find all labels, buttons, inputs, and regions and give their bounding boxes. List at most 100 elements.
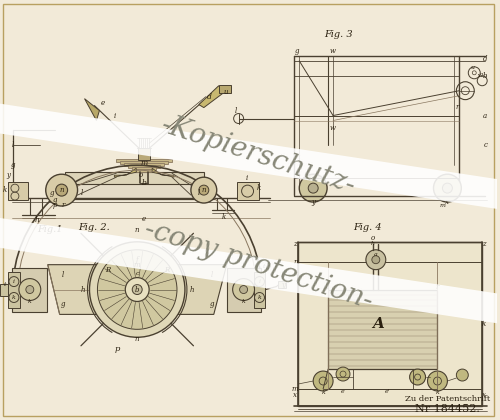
Circle shape <box>191 177 216 203</box>
Circle shape <box>98 250 177 329</box>
Text: c: c <box>136 271 139 276</box>
Text: r: r <box>456 102 459 110</box>
Text: g: g <box>60 300 65 308</box>
Polygon shape <box>152 168 174 177</box>
Text: m: m <box>134 261 140 269</box>
Bar <box>254 272 266 308</box>
Text: Nr 184452.: Nr 184452. <box>415 404 480 414</box>
Text: z: z <box>482 240 486 248</box>
Text: u: u <box>470 66 474 70</box>
Text: R: R <box>105 266 110 274</box>
Text: h: h <box>80 286 85 294</box>
Text: z: z <box>294 240 297 248</box>
Text: k: k <box>322 391 325 396</box>
Text: b: b <box>142 179 146 187</box>
Text: k: k <box>222 213 226 221</box>
Text: -copy protection-: -copy protection- <box>141 215 376 315</box>
Text: x: x <box>482 391 486 399</box>
Text: Fig.1: Fig.1 <box>37 226 62 234</box>
Circle shape <box>442 183 452 193</box>
Text: k: k <box>242 299 246 304</box>
Text: g: g <box>50 189 54 197</box>
Text: c: c <box>484 142 487 150</box>
Text: u: u <box>224 88 228 96</box>
Circle shape <box>410 369 426 385</box>
Circle shape <box>336 367 350 381</box>
Text: a: a <box>374 252 378 257</box>
Text: m: m <box>292 385 298 393</box>
Text: y: y <box>311 198 315 206</box>
Bar <box>0 284 8 296</box>
Text: h: h <box>34 216 39 224</box>
Text: r: r <box>436 283 439 291</box>
Bar <box>298 242 482 406</box>
Text: g: g <box>52 196 57 204</box>
Bar <box>132 167 156 170</box>
Circle shape <box>372 256 380 264</box>
Text: R: R <box>164 266 170 274</box>
Circle shape <box>366 250 386 270</box>
Text: y: y <box>6 171 10 179</box>
Circle shape <box>126 278 149 302</box>
Text: e': e' <box>385 389 390 394</box>
Bar <box>116 159 172 162</box>
Text: t: t <box>262 264 264 269</box>
Text: a: a <box>483 112 488 120</box>
Bar <box>124 163 164 166</box>
Circle shape <box>199 185 209 195</box>
Text: t: t <box>4 282 6 287</box>
Text: v2: v2 <box>477 73 484 78</box>
Polygon shape <box>114 168 136 177</box>
Text: i: i <box>113 112 116 120</box>
Circle shape <box>428 371 448 391</box>
Text: l: l <box>210 270 213 278</box>
Text: b: b <box>135 286 140 294</box>
Text: d: d <box>206 93 211 101</box>
Polygon shape <box>199 86 224 108</box>
Text: k: k <box>436 391 440 396</box>
Text: b: b <box>483 72 488 80</box>
Text: h: h <box>190 286 194 294</box>
Polygon shape <box>84 99 100 121</box>
Circle shape <box>313 371 333 391</box>
Circle shape <box>308 183 318 193</box>
Bar <box>8 182 28 200</box>
Text: n: n <box>135 335 140 343</box>
Text: e: e <box>341 389 345 394</box>
Text: f: f <box>136 256 138 264</box>
Text: Zu der Patentschrift: Zu der Patentschrift <box>405 395 490 403</box>
Text: k: k <box>482 320 486 328</box>
Text: i: i <box>246 174 248 182</box>
Text: i: i <box>13 279 15 284</box>
Bar <box>64 172 204 184</box>
Circle shape <box>240 286 248 294</box>
Bar <box>328 289 438 369</box>
Circle shape <box>26 286 34 294</box>
Text: e: e <box>142 215 146 223</box>
Bar <box>8 272 20 308</box>
Bar <box>278 281 286 288</box>
Polygon shape <box>48 265 226 315</box>
Text: l: l <box>12 142 14 150</box>
Bar <box>218 85 230 93</box>
Circle shape <box>434 174 462 202</box>
Text: k: k <box>12 295 16 300</box>
Text: n: n <box>293 258 298 266</box>
Bar <box>120 161 168 164</box>
Bar <box>136 169 152 172</box>
Text: p: p <box>52 201 57 209</box>
Text: x: x <box>446 198 450 206</box>
Text: n: n <box>202 186 206 194</box>
Text: g: g <box>10 161 15 169</box>
Text: k: k <box>258 295 262 300</box>
Text: p: p <box>114 345 120 353</box>
Polygon shape <box>0 101 500 215</box>
Text: k: k <box>256 184 260 192</box>
Text: k: k <box>28 299 32 304</box>
Polygon shape <box>0 215 500 329</box>
Bar <box>236 182 258 200</box>
Bar <box>138 148 150 160</box>
Text: l: l <box>62 270 64 278</box>
Circle shape <box>56 184 68 196</box>
Bar <box>226 268 262 312</box>
